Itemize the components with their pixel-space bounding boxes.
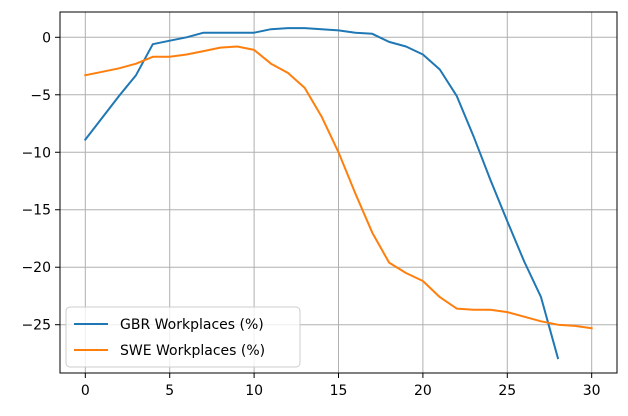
y-tick-label: −10 — [21, 145, 51, 161]
x-tick-label: 25 — [498, 383, 516, 399]
legend: GBR Workplaces (%) SWE Workplaces (%) — [65, 306, 301, 368]
legend-label: GBR Workplaces (%) — [120, 317, 264, 333]
legend-label: SWE Workplaces (%) — [120, 343, 265, 359]
series-group — [83, 27, 593, 360]
legend-box — [65, 306, 301, 368]
y-tick-label: −15 — [21, 203, 51, 219]
y-tick-label: −25 — [21, 318, 51, 334]
y-tick-label: −5 — [30, 88, 51, 104]
series-line-gbr — [83, 27, 560, 360]
x-tick-label: 30 — [583, 383, 601, 399]
x-tick-label: 20 — [414, 383, 432, 399]
x-tick-label: 10 — [245, 383, 263, 399]
y-tick-label: −20 — [21, 260, 51, 276]
x-tick-label: 15 — [330, 383, 348, 399]
y-tick-label: 0 — [42, 30, 51, 46]
series-line-swe — [84, 45, 593, 330]
x-tick-label: 5 — [165, 383, 174, 399]
y-axis: 0 −5 −10 −15 −20 −25 — [21, 30, 60, 334]
x-axis: 0 5 10 15 20 25 30 — [81, 373, 601, 399]
x-tick-label: 0 — [81, 383, 90, 399]
